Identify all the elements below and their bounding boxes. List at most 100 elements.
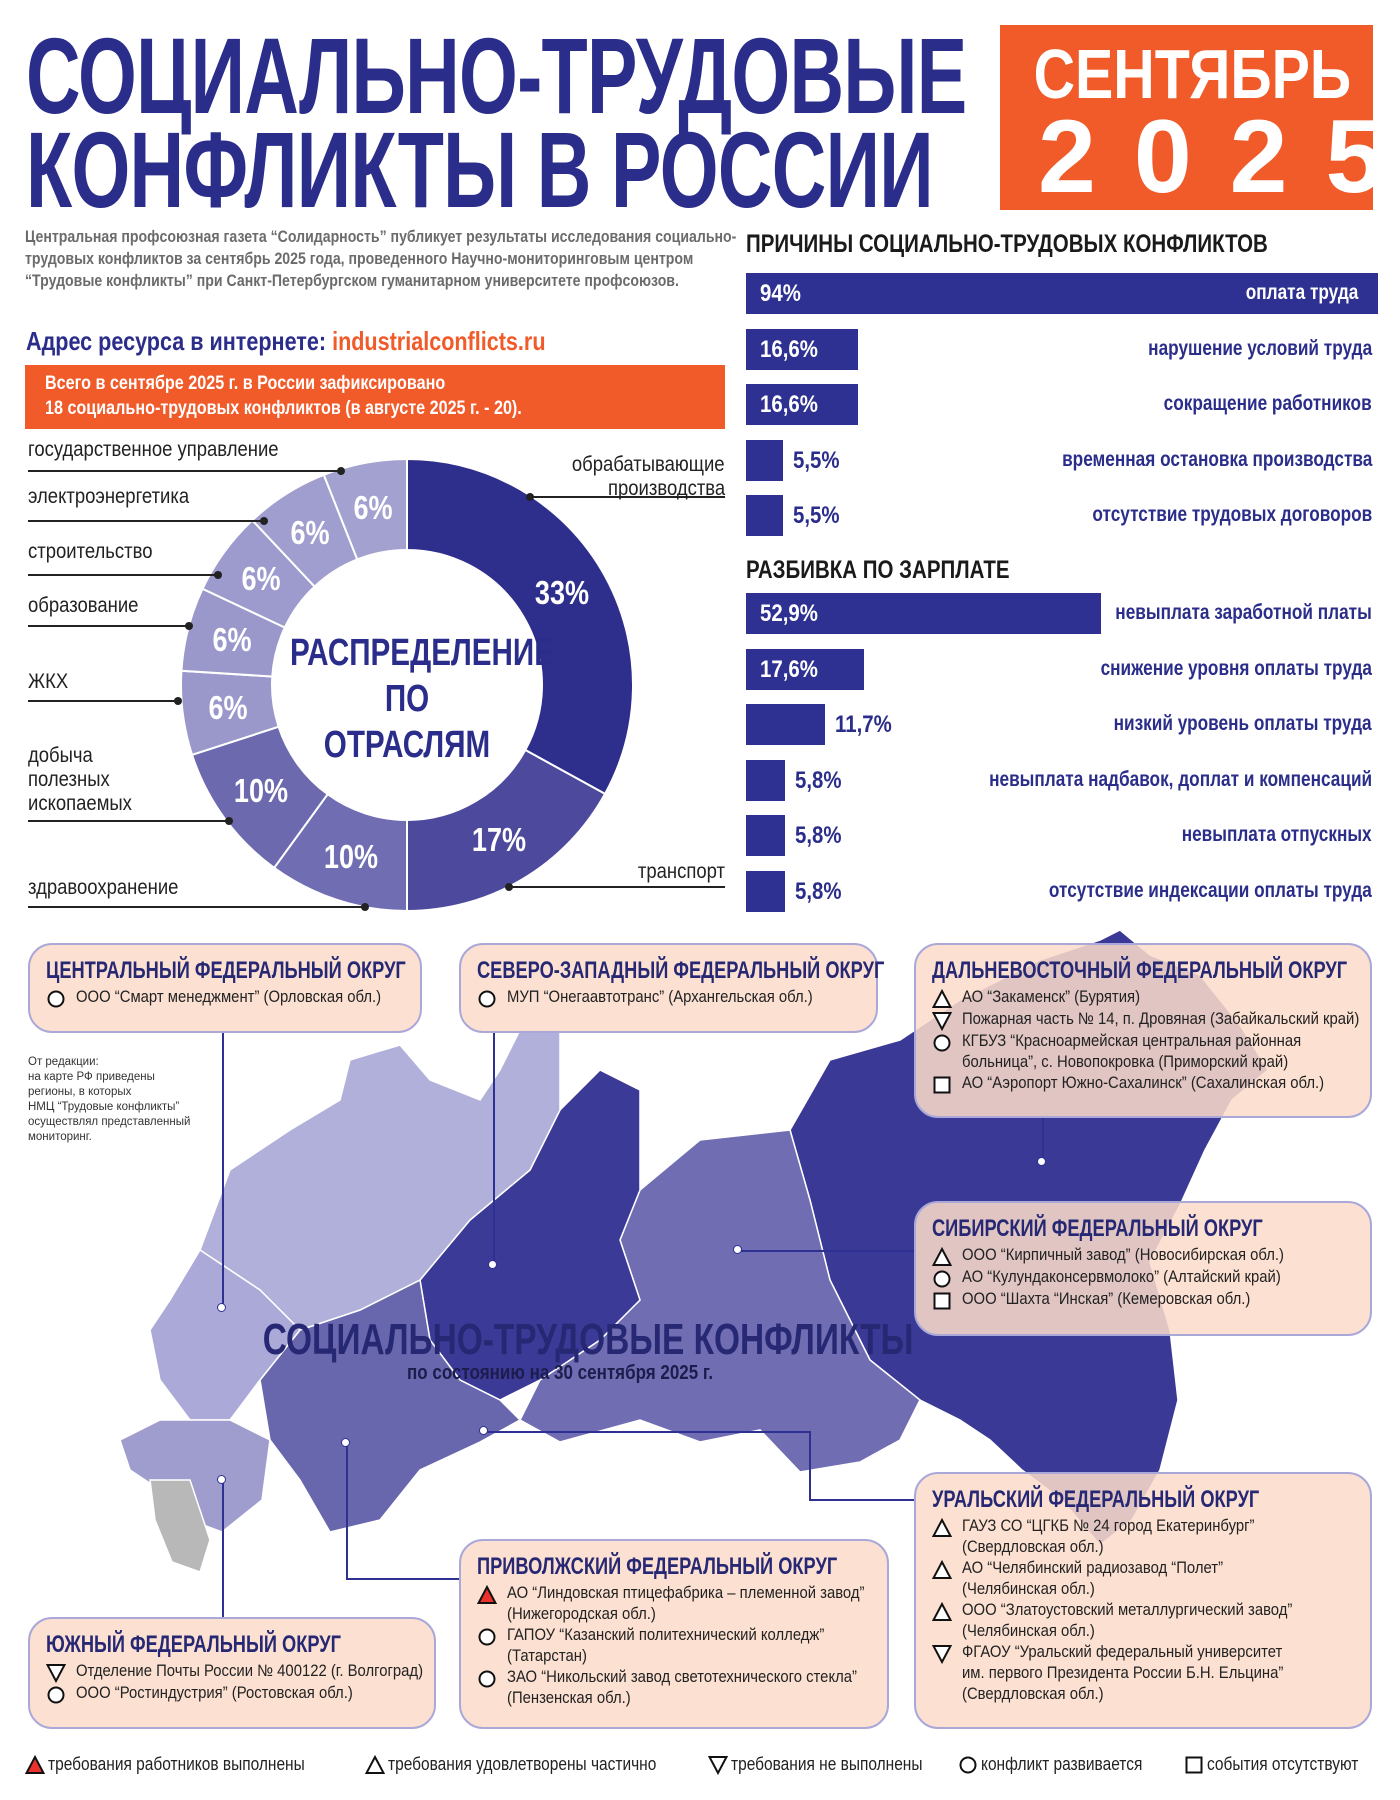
main-title-line2: КОНФЛИКТЫ В РОССИИ — [26, 116, 1322, 224]
district-box: СИБИРСКИЙ ФЕДЕРАЛЬНЫЙ ОКРУГ ООО “Кирпичны… — [914, 1201, 1372, 1336]
bar-value-text: 16,6% — [760, 391, 818, 418]
date-badge: СЕНТЯБРЬ 2025 — [1000, 25, 1383, 210]
conflict-item-line: ООО “Златоустовский металлургический зав… — [962, 1601, 1293, 1619]
conflict-item-text: АО “Аэропорт Южно-Сахалинск” (Сахалинска… — [962, 1073, 1364, 1094]
conflict-item: АО “Аэропорт Южно-Сахалинск” (Сахалинска… — [932, 1073, 1354, 1095]
conflict-item: АО “Закаменск” (Бурятия) — [932, 987, 1354, 1009]
bar-value-label: 11,7% — [835, 711, 902, 739]
conflict-item-text: АО “Челябинский радиозавод “Полет” (Челяб… — [962, 1558, 1252, 1600]
intro-text: Центральная профсоюзная газета “Солидарн… — [25, 227, 737, 290]
bar — [746, 704, 825, 745]
legend-item: конфликт развивается — [958, 1754, 1169, 1775]
leader-dot — [526, 493, 534, 501]
slice-percent-label: 6% — [353, 488, 393, 526]
summary-banner: Всего в сентябре 2025 г. в России зафикс… — [25, 365, 725, 429]
bar-category-text: оплата труда — [1245, 281, 1358, 304]
leader-dot — [214, 571, 222, 579]
legend-item: события отсутствуют — [1184, 1754, 1383, 1775]
conflict-item-line: АО “Кулундаконсервмолоко” (Алтайский кра… — [962, 1268, 1281, 1286]
conflict-item-line: АО “Челябинский радиозавод “Полет” — [962, 1559, 1224, 1577]
district-title-text: ДАЛЬНЕВОСТОЧНЫЙ ФЕДЕРАЛЬНЫЙ ОКРУГ — [932, 957, 1348, 984]
connector-line — [809, 1431, 811, 1499]
industry-label-line: образование — [28, 594, 154, 618]
bar — [746, 495, 783, 536]
bar-category-text: низкий уровень оплаты труда — [1114, 712, 1372, 735]
conflict-item: ООО “Смарт менеджмент” (Орловская обл.) — [46, 987, 404, 1009]
conflict-item-line: (Свердловская обл.) — [962, 1685, 1104, 1703]
conflict-item: ООО “Кирпичный завод” (Новосибирская обл… — [932, 1245, 1354, 1267]
map-title: СОЦИАЛЬНО-ТРУДОВЫЕ КОНФЛИКТЫ — [160, 1315, 960, 1365]
industry-label: электроэнергетика — [28, 485, 211, 509]
triangle-up-red-icon — [25, 1754, 45, 1774]
district-title: ПРИВОЛЖСКИЙ ФЕДЕРАЛЬНЫЙ ОКРУГ — [477, 1553, 871, 1583]
legend-label: требования удовлетворены частично — [388, 1754, 657, 1774]
industry-label: транспорт — [626, 860, 725, 884]
conflict-item: АО “Линдовская птицефабрика – племенной … — [477, 1583, 871, 1625]
slice-percent-label: 17% — [471, 821, 526, 859]
bar — [746, 871, 785, 912]
map-subtitle: по состоянию на 30 сентября 2025 г. — [160, 1362, 960, 1385]
bar-value-label: 16,6% — [760, 336, 828, 364]
bar — [746, 440, 783, 481]
region-marker-dot — [733, 1245, 742, 1254]
triangle-up-icon — [365, 1754, 385, 1774]
conflict-item-text: Отделение Почты России № 400122 (г. Волг… — [76, 1661, 462, 1682]
bar — [746, 760, 785, 801]
leader-line — [28, 625, 189, 627]
conflict-item: МУП “Онегаавтотранс” (Архангельская обл.… — [477, 987, 860, 1009]
leader-line — [28, 906, 365, 908]
conflict-item-line: (Пензенская обл.) — [507, 1689, 631, 1707]
address-link[interactable]: industrialconflicts.ru — [332, 326, 546, 356]
conflict-item-line: ООО “Кирпичный завод” (Новосибирская обл… — [962, 1246, 1284, 1264]
slice-percent-label: 10% — [324, 837, 379, 875]
industry-label-text: транспорт — [637, 860, 725, 883]
bar-category-label: временная остановка производства — [994, 448, 1372, 472]
district-title: УРАЛЬСКИЙ ФЕДЕРАЛЬНЫЙ ОКРУГ — [932, 1486, 1354, 1516]
conflict-item: ФГАОУ “Уральский федеральный университет… — [932, 1642, 1354, 1705]
bar — [746, 329, 858, 370]
bar-value-label: 17,6% — [760, 656, 828, 684]
slice-percent-label: 6% — [241, 559, 281, 597]
district-title-text: ЮЖНЫЙ ФЕДЕРАЛЬНЫЙ ОКРУГ — [46, 1631, 341, 1658]
triangle-up-icon — [932, 1602, 952, 1621]
region-marker-dot — [1037, 1157, 1046, 1166]
bar-value-label: 16,6% — [760, 391, 828, 419]
connector-line — [1042, 1118, 1044, 1162]
district-title: ЮЖНЫЙ ФЕДЕРАЛЬНЫЙ ОКРУГ — [46, 1631, 418, 1661]
industry-label-line: полезных — [28, 768, 146, 792]
bar-value-label: 94% — [760, 280, 808, 308]
bar-value-label: 5,8% — [795, 822, 850, 850]
conflict-item-text: ФГАОУ “Уральский федеральный университет… — [962, 1642, 1319, 1705]
conflict-item-line: АО “Аэропорт Южно-Сахалинск” (Сахалинска… — [962, 1074, 1325, 1092]
district-title: ЦЕНТРАЛЬНЫЙ ФЕДЕРАЛЬНЫЙ ОКРУГ — [46, 957, 406, 987]
donut-center-title: РАСПРЕДЕЛЕНИЕ ПО ОТРАСЛЯМ — [257, 630, 557, 768]
conflict-item: ООО “Златоустовский металлургический зав… — [932, 1600, 1354, 1642]
map-subtitle-text: по состоянию на 30 сентября 2025 г. — [406, 1362, 714, 1384]
conflict-item-text: АО “Линдовская птицефабрика – племенной … — [507, 1583, 904, 1625]
connector-line — [222, 1480, 224, 1617]
conflict-item-line: (Челябинская обл.) — [962, 1622, 1095, 1640]
industry-label-line: транспорт — [626, 860, 725, 884]
conflict-item-line: (Челябинская обл.) — [962, 1580, 1095, 1598]
slice-percent-label: 6% — [212, 621, 252, 659]
bar-category-text: невыплата заработной платы — [1115, 601, 1372, 624]
north-caucasus-district — [149, 1479, 211, 1573]
resource-address: Адрес ресурса в интернете: industrialcon… — [26, 326, 652, 357]
title-text: СОЦИАЛЬНО-ТРУДОВЫЕ — [26, 15, 967, 136]
legend-label: конфликт развивается — [981, 1754, 1143, 1774]
bar — [746, 593, 1102, 634]
leader-dot — [185, 622, 193, 630]
leader-line — [28, 820, 229, 822]
district-title: СЕВЕРО-ЗАПАДНЫЙ ФЕДЕРАЛЬНЫЙ ОКРУГ — [477, 957, 884, 987]
causes-section-title: ПРИЧИНЫ СОЦИАЛЬНО-ТРУДОВЫХ КОНФЛИКТОВ — [746, 230, 1382, 259]
bar-value-text: 94% — [760, 280, 801, 307]
conflict-item-line: АО “Линдовская птицефабрика – племенной … — [507, 1584, 865, 1602]
bar-value-text: 16,6% — [760, 336, 818, 363]
district-title-text: УРАЛЬСКИЙ ФЕДЕРАЛЬНЫЙ ОКРУГ — [932, 1486, 1260, 1513]
district-box: ЮЖНЫЙ ФЕДЕРАЛЬНЫЙ ОКРУГ Отделение Почты Р… — [28, 1617, 436, 1729]
circle-icon — [959, 1756, 977, 1773]
bar-value-text: 17,6% — [760, 656, 818, 683]
district-box: УРАЛЬСКИЙ ФЕДЕРАЛЬНЫЙ ОКРУГ ГАУЗ СО “ЦГКБ… — [914, 1472, 1372, 1729]
bar-value-text: 5,8% — [794, 822, 842, 849]
industry-label-line: здравоохранение — [28, 876, 199, 900]
